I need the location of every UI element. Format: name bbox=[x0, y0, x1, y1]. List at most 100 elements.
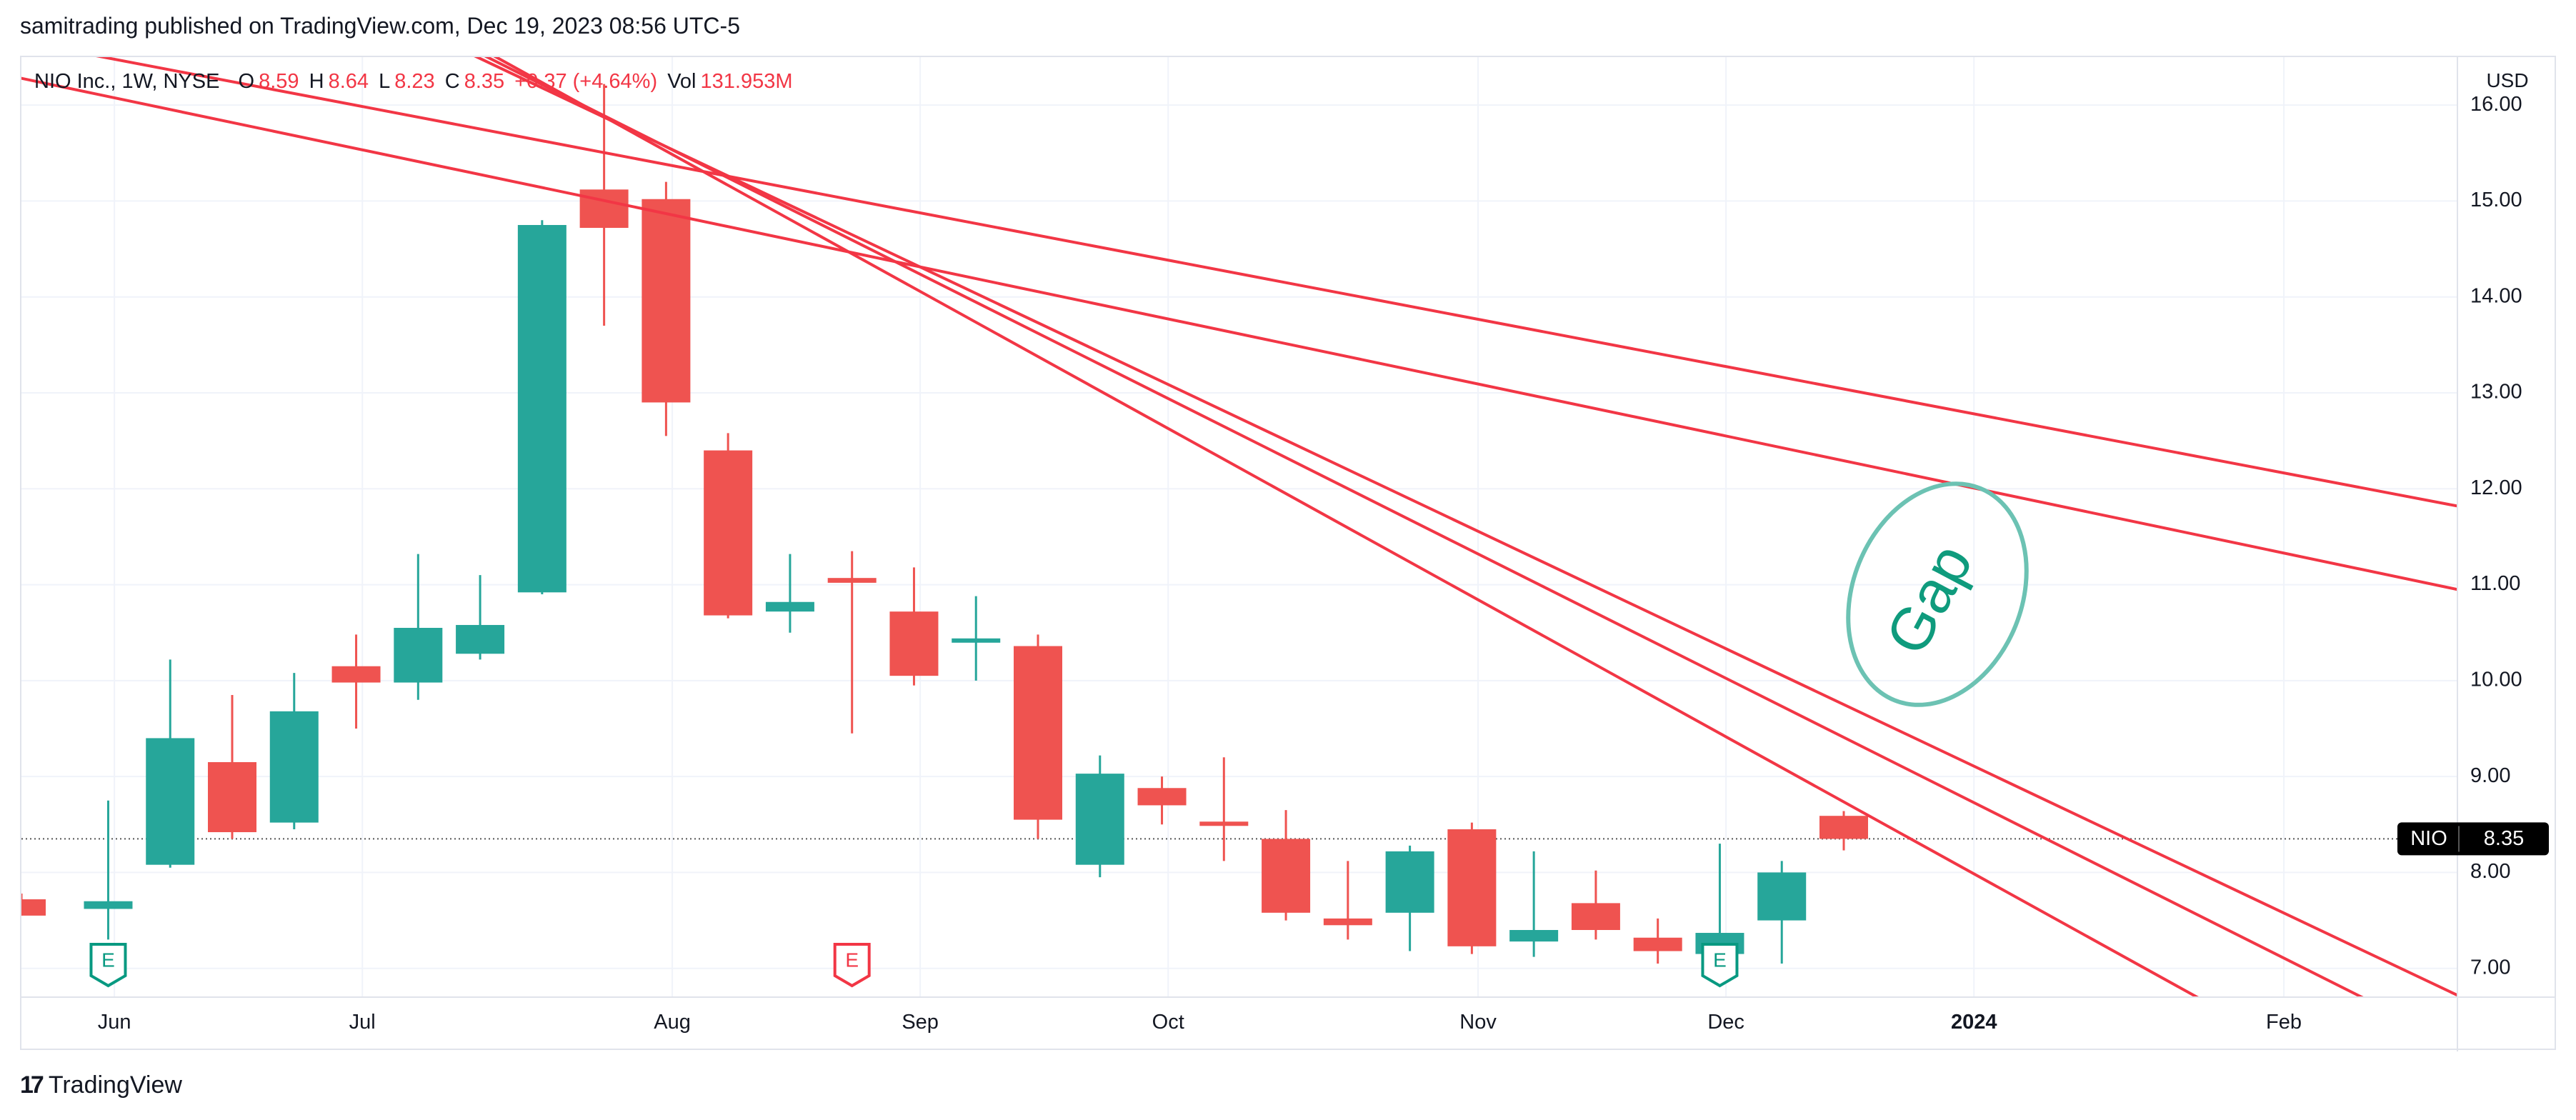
candle[interactable] bbox=[1014, 634, 1063, 839]
candle[interactable] bbox=[1323, 861, 1372, 940]
tradingview-logo-icon: 17 bbox=[20, 1071, 44, 1099]
close-value: 8.35 bbox=[464, 70, 505, 93]
candle[interactable] bbox=[1137, 776, 1187, 825]
trendline-layer[interactable] bbox=[21, 57, 2457, 1051]
earnings-marker-label: E bbox=[845, 949, 859, 971]
candle-body bbox=[1447, 829, 1497, 946]
trendline[interactable] bbox=[21, 57, 2457, 508]
candle[interactable] bbox=[1385, 845, 1434, 951]
earnings-marker[interactable]: E bbox=[1701, 943, 1739, 988]
gap-annotation-ellipse[interactable] bbox=[1817, 456, 2059, 731]
candle-body bbox=[889, 611, 939, 676]
candle[interactable] bbox=[1262, 810, 1311, 921]
price-tick-label: 13.00 bbox=[2470, 381, 2522, 404]
candle-body bbox=[641, 199, 691, 403]
candle-body bbox=[517, 225, 566, 593]
gap-annotation-text[interactable]: Gap bbox=[1872, 534, 1985, 665]
price-tick-label: 12.00 bbox=[2470, 476, 2522, 499]
candle[interactable] bbox=[827, 551, 877, 734]
candle-body bbox=[827, 578, 877, 583]
time-tick-label: Jun bbox=[98, 1011, 131, 1034]
earnings-marker[interactable]: E bbox=[89, 943, 127, 988]
price-tick-label: 9.00 bbox=[2470, 764, 2510, 787]
trendline[interactable] bbox=[449, 57, 2457, 1045]
candle-body bbox=[1385, 851, 1434, 913]
low-label: L bbox=[379, 70, 391, 93]
candle-body bbox=[1819, 816, 1868, 839]
candle-body bbox=[1633, 937, 1682, 951]
candle-body bbox=[331, 666, 381, 683]
last-price-value: 8.35 bbox=[2484, 827, 2524, 850]
candle-body bbox=[1323, 918, 1372, 926]
candle-body bbox=[704, 450, 753, 616]
candle[interactable] bbox=[21, 893, 46, 916]
candle[interactable] bbox=[1757, 861, 1807, 964]
price-axis[interactable]: 7.00 8.00 9.00 10.00 11.00 12.00 13.00 14.00 15.… bbox=[2470, 93, 2522, 979]
symbol-legend[interactable]: NIO Inc., 1W, NYSE O 8.59 H 8.64 L 8.23 C 8.… bbox=[34, 70, 797, 94]
candle[interactable] bbox=[456, 575, 505, 660]
trendline[interactable] bbox=[461, 57, 2457, 1051]
candle[interactable] bbox=[1447, 822, 1497, 954]
candle[interactable] bbox=[1075, 755, 1124, 878]
volume-value: 131.953M bbox=[700, 70, 793, 93]
candle-body bbox=[269, 711, 319, 823]
candle-body bbox=[1757, 872, 1807, 921]
time-tick-label: Feb bbox=[2266, 1011, 2302, 1034]
candle[interactable] bbox=[1509, 851, 1559, 957]
candle-body bbox=[952, 638, 1001, 643]
trendline[interactable] bbox=[21, 74, 2457, 591]
candle[interactable] bbox=[517, 220, 566, 594]
candle[interactable] bbox=[641, 181, 691, 436]
candle-body bbox=[21, 899, 46, 916]
candle[interactable] bbox=[952, 596, 1001, 681]
last-price-symbol: NIO bbox=[2410, 827, 2447, 850]
candle[interactable] bbox=[269, 673, 319, 829]
price-tick-label: 10.00 bbox=[2470, 669, 2522, 691]
candle[interactable] bbox=[1633, 918, 1682, 964]
open-label: O bbox=[238, 70, 255, 93]
volume-label: Vol bbox=[667, 70, 697, 93]
candle-body bbox=[208, 762, 257, 833]
price-chart[interactable]: Gap E E E 7.00 8.00 9.00 10.00 11.00 12.00 13.00… bbox=[21, 57, 2557, 1051]
earnings-marker-label: E bbox=[1713, 949, 1727, 971]
candle-body bbox=[1014, 646, 1063, 820]
trendline[interactable] bbox=[436, 57, 2457, 997]
price-tick-label: 8.00 bbox=[2470, 860, 2510, 883]
candle[interactable] bbox=[208, 695, 257, 839]
candle-body bbox=[1075, 774, 1124, 865]
candle[interactable] bbox=[1199, 757, 1249, 861]
candle[interactable] bbox=[889, 567, 939, 686]
candle[interactable] bbox=[84, 800, 133, 940]
earnings-marker[interactable]: E bbox=[833, 943, 871, 988]
time-tick-label: Sep bbox=[902, 1011, 939, 1034]
high-label: H bbox=[309, 70, 324, 93]
time-tick-label: Nov bbox=[1459, 1011, 1497, 1034]
candle[interactable] bbox=[765, 554, 814, 633]
candle[interactable] bbox=[394, 554, 443, 700]
price-tick-label: 15.00 bbox=[2470, 189, 2522, 211]
time-axis[interactable]: Jun Jul Aug Sep Oct Nov Dec 2024 Feb bbox=[98, 1011, 2302, 1034]
time-tick-label: Aug bbox=[654, 1011, 691, 1034]
earnings-marker-icon bbox=[833, 943, 871, 988]
low-value: 8.23 bbox=[394, 70, 435, 93]
candle[interactable] bbox=[331, 634, 381, 729]
candle-layer bbox=[21, 84, 1868, 964]
candle-body bbox=[394, 628, 443, 683]
candle-body bbox=[146, 738, 195, 865]
close-label: C bbox=[444, 70, 460, 93]
chart-frame[interactable]: Gap E E E 7.00 8.00 9.00 10.00 11.00 12.00 13.00… bbox=[20, 56, 2557, 1051]
candle[interactable] bbox=[146, 659, 195, 868]
publisher-line: samitrading published on TradingView.com… bbox=[20, 13, 740, 39]
price-tick-label: 16.00 bbox=[2470, 93, 2522, 116]
symbol-title[interactable]: NIO Inc., 1W, NYSE bbox=[34, 70, 220, 93]
price-tick-label: 11.00 bbox=[2470, 572, 2520, 595]
candle[interactable] bbox=[1571, 870, 1620, 940]
tradingview-brand[interactable]: 17 TradingView bbox=[20, 1071, 182, 1099]
candle[interactable] bbox=[704, 433, 753, 619]
currency-label[interactable]: USD bbox=[2486, 69, 2528, 91]
candle[interactable] bbox=[1819, 811, 1868, 851]
candle[interactable] bbox=[1695, 844, 1744, 957]
time-tick-label: Dec bbox=[1707, 1011, 1744, 1034]
candle-body bbox=[1199, 821, 1249, 826]
